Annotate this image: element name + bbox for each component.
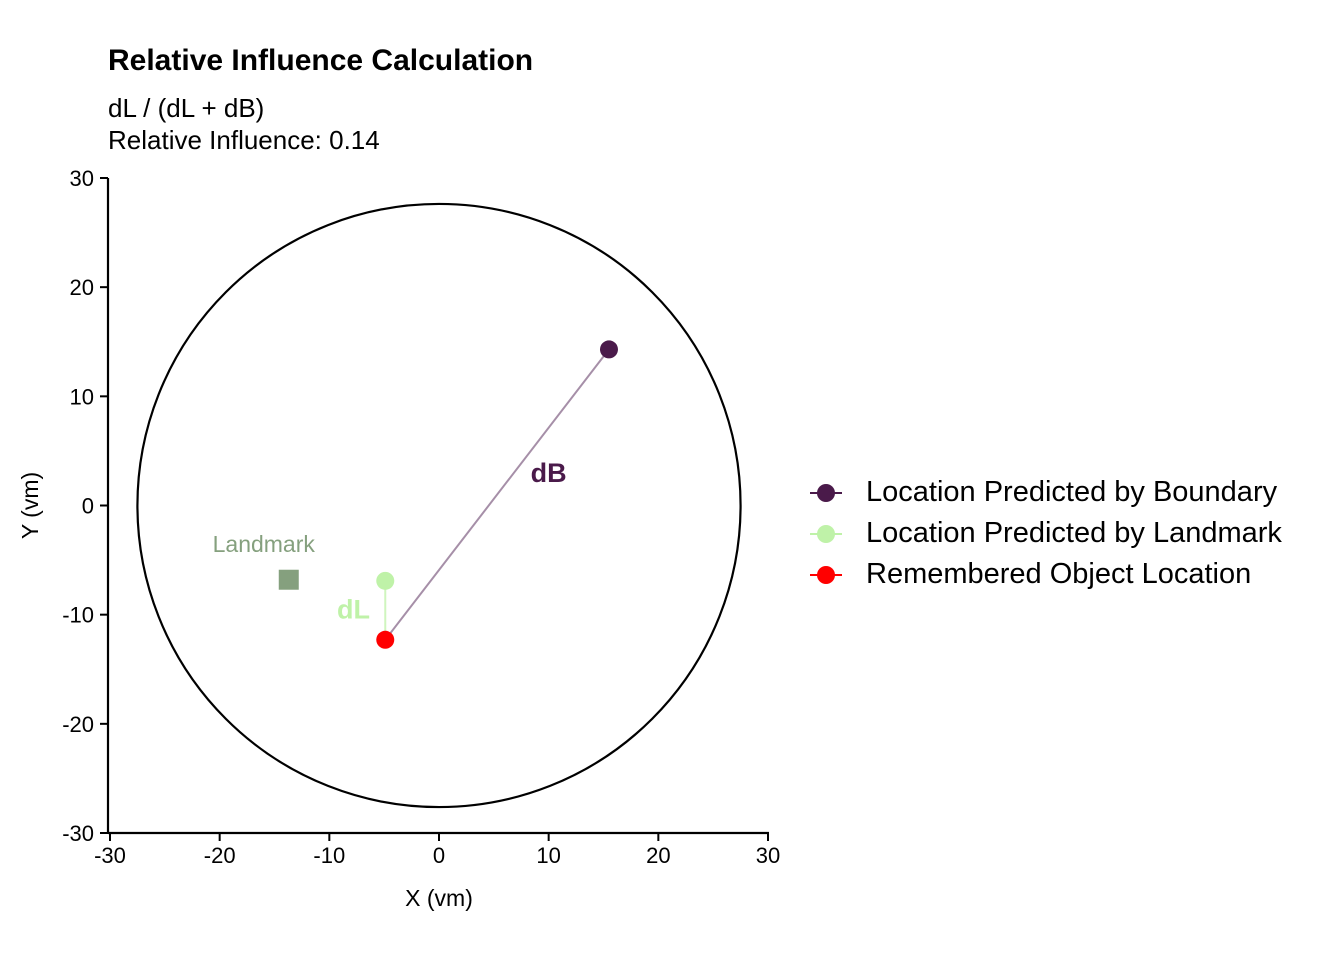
segment-label-dl: dL <box>337 595 370 625</box>
x-axis-title: X (vm) <box>405 885 473 911</box>
axes: -30 -20 -10 0 10 20 30 -30 -20 -10 0 10 20 30 X (vm) Y … <box>17 166 780 911</box>
arena-layer <box>136 202 742 809</box>
x-tick-label: 20 <box>646 843 670 868</box>
data-point-3 <box>376 630 395 649</box>
x-tick-label: -20 <box>204 843 236 868</box>
legend-key-dot <box>817 483 835 502</box>
legend-label: Location Predicted by Landmark <box>866 517 1282 549</box>
x-tick-label: 30 <box>756 843 780 868</box>
legend-key <box>806 555 846 595</box>
y-tick-label: 30 <box>70 166 94 191</box>
landmark-marker <box>278 569 299 590</box>
data-points: Landmark <box>213 340 618 649</box>
y-tick-label: -10 <box>62 603 94 628</box>
y-tick-label: -20 <box>62 712 94 737</box>
x-tick-label: 10 <box>536 843 560 868</box>
y-tick-label: 10 <box>70 384 94 409</box>
legend-item-1: Location Predicted by Boundary <box>806 472 1282 513</box>
data-point-2 <box>376 571 395 590</box>
segment-db <box>384 348 610 641</box>
chart-title: Relative Influence Calculation <box>108 44 534 77</box>
y-tick-label: 0 <box>82 494 94 519</box>
legend-label: Location Predicted by Boundary <box>866 476 1278 508</box>
y-tick-label: -30 <box>62 821 94 846</box>
legend-key-dot <box>817 565 835 584</box>
legend-item-2: Location Predicted by Landmark <box>806 513 1282 554</box>
subtitle-formula: dL / (dL + dB) <box>108 93 265 123</box>
y-tick-label: 20 <box>70 275 94 300</box>
x-tick-label: 0 <box>433 843 445 868</box>
legend-item-3: Remembered Object Location <box>806 554 1282 595</box>
x-tick-label: -10 <box>313 843 345 868</box>
legend-label: Remembered Object Location <box>866 558 1252 590</box>
landmark-label: Landmark <box>213 531 316 557</box>
legend-key <box>806 514 846 554</box>
subtitle-relative-influence: Relative Influence: 0.14 <box>108 125 380 155</box>
legend-key <box>806 473 846 513</box>
segment-label-db: dB <box>531 458 567 488</box>
legend: Location Predicted by Boundary Location P… <box>806 472 1282 595</box>
y-axis-title: Y (vm) <box>17 472 43 539</box>
arena-circle <box>136 202 742 809</box>
distance-segments: dB dL <box>337 348 610 641</box>
chart-subtitle: dL / (dL + dB) Relative Influence: 0.14 <box>108 92 380 156</box>
legend-key-dot <box>817 524 835 543</box>
x-tick-label: -30 <box>94 843 126 868</box>
data-point-1 <box>599 340 618 359</box>
